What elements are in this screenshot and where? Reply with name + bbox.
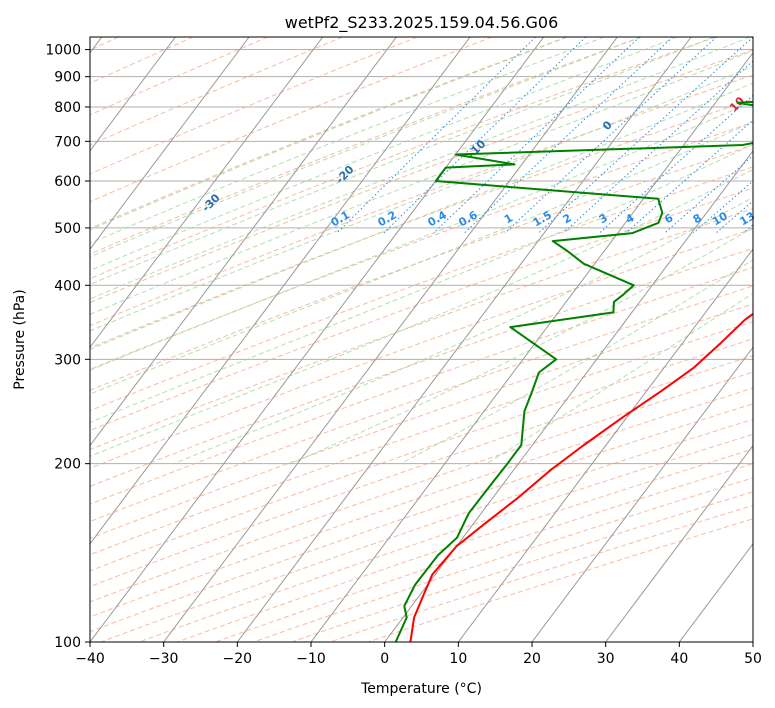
y-tick-label: 500 <box>54 221 81 237</box>
mixing-ratio-line <box>433 37 640 234</box>
moist-adiabat <box>90 37 642 258</box>
mixing-ratio-line <box>463 37 674 234</box>
moist-adiabat <box>90 37 678 272</box>
y-tick-label: 700 <box>54 134 81 150</box>
dry-adiabat <box>90 37 717 280</box>
y-tick-label: 400 <box>54 278 81 294</box>
dry-adiabat <box>90 285 753 522</box>
isotherm <box>236 37 692 642</box>
moist-adiabat <box>90 37 568 231</box>
moist-adiabat <box>90 100 753 371</box>
x-tick-label: 30 <box>597 651 615 667</box>
temperature-profile-line <box>409 312 753 642</box>
mixing-ratio-line <box>383 37 587 234</box>
y-tick-label: 600 <box>54 174 81 190</box>
dry-adiabat <box>90 37 493 203</box>
x-tick-label: 0 <box>380 651 389 667</box>
dry-adiabat <box>90 266 753 505</box>
moist-adiabat <box>486 292 753 465</box>
plot-background <box>90 37 753 642</box>
x-tick-label: 50 <box>744 651 762 667</box>
mixing-ratio-line <box>625 119 753 234</box>
dry-adiabat <box>90 371 753 603</box>
isotherm <box>90 37 471 545</box>
dry-adiabat <box>90 49 753 304</box>
isotherm <box>384 150 753 642</box>
isotherm <box>90 37 324 349</box>
moist-adiabat <box>290 227 753 465</box>
mixing-ratio-line <box>765 37 775 233</box>
x-tick-label: −30 <box>149 651 179 667</box>
isotherm <box>90 37 176 152</box>
dewpoint-profile-line <box>394 100 753 642</box>
y-tick-label: 300 <box>54 352 81 368</box>
moist-adiabat <box>90 37 715 285</box>
x-tick-label: 10 <box>449 651 467 667</box>
moist-adiabat <box>90 49 753 315</box>
isotherm <box>310 51 753 642</box>
dry-adiabat <box>90 98 753 349</box>
dry-adiabat <box>90 37 567 229</box>
moist-adiabat <box>90 168 753 457</box>
x-tick-label: −20 <box>223 651 253 667</box>
y-tick-label: 100 <box>54 635 81 651</box>
x-tick-label: 40 <box>670 651 688 667</box>
isotherm <box>752 641 753 642</box>
isotherm <box>90 37 397 447</box>
profile-lines <box>394 100 753 642</box>
dry-adiabat <box>90 387 753 618</box>
mixing-ratio-line <box>692 180 753 234</box>
background-lines <box>90 37 775 642</box>
x-axis-label: Temperature (°C) <box>360 681 482 697</box>
isotherm <box>457 248 753 642</box>
y-axis: 100 200 300 400 500 600 700 800 900 1000 <box>45 43 90 651</box>
y-tick-label: 900 <box>54 70 81 86</box>
plot-frame <box>89 36 754 643</box>
dry-adiabat <box>90 303 753 539</box>
moist-adiabat <box>90 37 751 300</box>
dry-adiabat <box>90 338 753 572</box>
x-tick-label: −40 <box>75 651 105 667</box>
dry-adiabat <box>90 144 753 391</box>
moist-adiabat <box>400 259 753 465</box>
dry-adiabat <box>90 355 753 588</box>
isotherm <box>163 37 618 642</box>
y-tick-label: 800 <box>54 100 81 116</box>
dry-adiabat <box>90 37 269 116</box>
isotherm <box>90 37 250 250</box>
chart-title: wetPf2_S233.2025.159.04.56.G06 <box>285 13 559 33</box>
mixing-ratio-line <box>538 37 753 234</box>
dry-adiabat <box>90 37 642 255</box>
y-axis-label: Pressure (hPa) <box>12 289 28 389</box>
y-tick-label: 200 <box>54 457 81 473</box>
x-tick-label: −10 <box>296 651 326 667</box>
moist-adiabat <box>90 65 753 332</box>
y-tick-label: 1000 <box>45 43 81 59</box>
isotherm <box>605 444 753 642</box>
dry-adiabat <box>90 187 753 431</box>
x-axis: −40 −30 −20 −10 0 10 20 30 40 50 <box>75 642 762 667</box>
mixing-ratio-line <box>599 94 753 234</box>
moist-adiabat <box>90 82 753 350</box>
isotherm <box>90 37 545 642</box>
isotherm <box>531 346 753 642</box>
x-tick-label: 20 <box>523 651 541 667</box>
dry-adiabat <box>90 37 418 175</box>
dry-adiabat <box>90 321 753 556</box>
